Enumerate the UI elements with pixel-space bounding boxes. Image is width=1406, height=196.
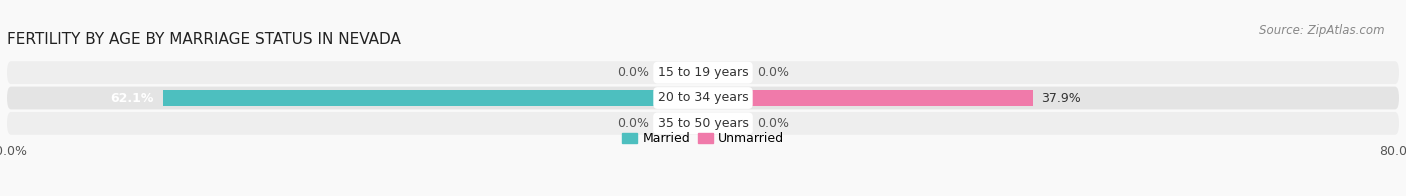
Text: FERTILITY BY AGE BY MARRIAGE STATUS IN NEVADA: FERTILITY BY AGE BY MARRIAGE STATUS IN N…: [7, 32, 401, 47]
Text: Source: ZipAtlas.com: Source: ZipAtlas.com: [1260, 24, 1385, 36]
Bar: [703, 65, 747, 81]
Text: 62.1%: 62.1%: [111, 92, 155, 104]
Text: 0.0%: 0.0%: [617, 117, 650, 130]
Text: 0.0%: 0.0%: [756, 117, 789, 130]
Text: 35 to 50 years: 35 to 50 years: [658, 117, 748, 130]
FancyBboxPatch shape: [7, 112, 1399, 135]
Bar: [659, 65, 703, 81]
Text: 15 to 19 years: 15 to 19 years: [658, 66, 748, 79]
FancyBboxPatch shape: [7, 87, 1399, 109]
Text: 37.9%: 37.9%: [1042, 92, 1081, 104]
Text: 0.0%: 0.0%: [617, 66, 650, 79]
FancyBboxPatch shape: [7, 61, 1399, 84]
Bar: [703, 90, 1033, 106]
Text: 0.0%: 0.0%: [756, 66, 789, 79]
Bar: [703, 115, 747, 131]
Bar: [163, 90, 703, 106]
Legend: Married, Unmarried: Married, Unmarried: [617, 127, 789, 150]
Text: 20 to 34 years: 20 to 34 years: [658, 92, 748, 104]
Bar: [659, 115, 703, 131]
